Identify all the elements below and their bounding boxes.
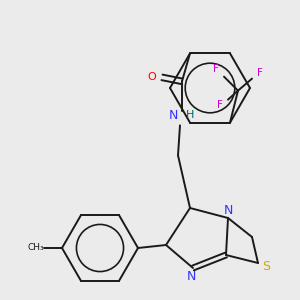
Text: H: H (186, 110, 194, 120)
Text: N: N (223, 203, 233, 217)
Text: S: S (262, 260, 270, 274)
Text: F: F (217, 100, 223, 110)
Text: F: F (257, 68, 263, 78)
Text: CH₃: CH₃ (28, 244, 44, 253)
Text: O: O (148, 72, 156, 82)
Text: N: N (186, 269, 196, 283)
Text: N: N (168, 109, 178, 122)
Text: F: F (213, 64, 219, 74)
